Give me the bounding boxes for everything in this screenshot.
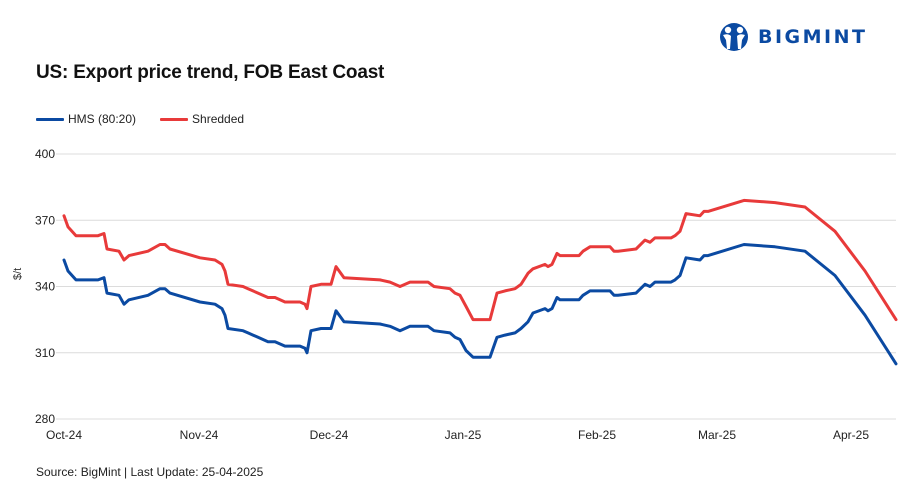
brand-logo: BIGMINT — [716, 22, 868, 52]
bigmint-people-icon — [720, 23, 748, 51]
x-tick-label: Jan-25 — [445, 428, 482, 442]
legend-label: HMS (80:20) — [68, 112, 137, 126]
series-line-hms-80-20[interactable] — [62, 243, 898, 366]
series-lines — [62, 198, 898, 366]
y-axis-ticks: 280 310 340 370 400 — [35, 147, 55, 426]
x-tick-label: Nov-24 — [180, 428, 219, 442]
x-tick-label: Mar-25 — [698, 428, 736, 442]
source-note: Source: BigMint | Last Update: 25-04-202… — [36, 465, 264, 479]
chart-legend: HMS (80:20) Shredded — [36, 112, 268, 126]
legend-swatch-shredded — [160, 117, 189, 121]
x-tick-label: Oct-24 — [46, 428, 82, 442]
brand-name: BIGMINT — [758, 26, 868, 48]
gridlines — [56, 153, 896, 420]
y-tick-label: 400 — [35, 147, 55, 161]
y-tick-label: 280 — [35, 412, 55, 426]
legend-item-hms[interactable]: HMS (80:20) — [36, 112, 136, 126]
x-tick-label: Apr-25 — [833, 428, 869, 442]
x-axis-ticks: Oct-24 Nov-24 Dec-24 Jan-25 Feb-25 Mar-25 Apr-… — [46, 428, 869, 442]
y-tick-label: 310 — [35, 346, 55, 360]
legend-swatch-hms — [36, 117, 64, 121]
series-line-shredded[interactable] — [62, 198, 898, 322]
chart-title: US: Export price trend, FOB East Coast — [36, 62, 385, 83]
legend-label: Shredded — [192, 112, 245, 126]
x-tick-label: Dec-24 — [310, 428, 349, 442]
x-tick-label: Feb-25 — [578, 428, 616, 442]
legend-item-shredded[interactable]: Shredded — [160, 112, 244, 126]
y-tick-label: 370 — [35, 213, 55, 227]
y-tick-label: 340 — [35, 280, 55, 294]
